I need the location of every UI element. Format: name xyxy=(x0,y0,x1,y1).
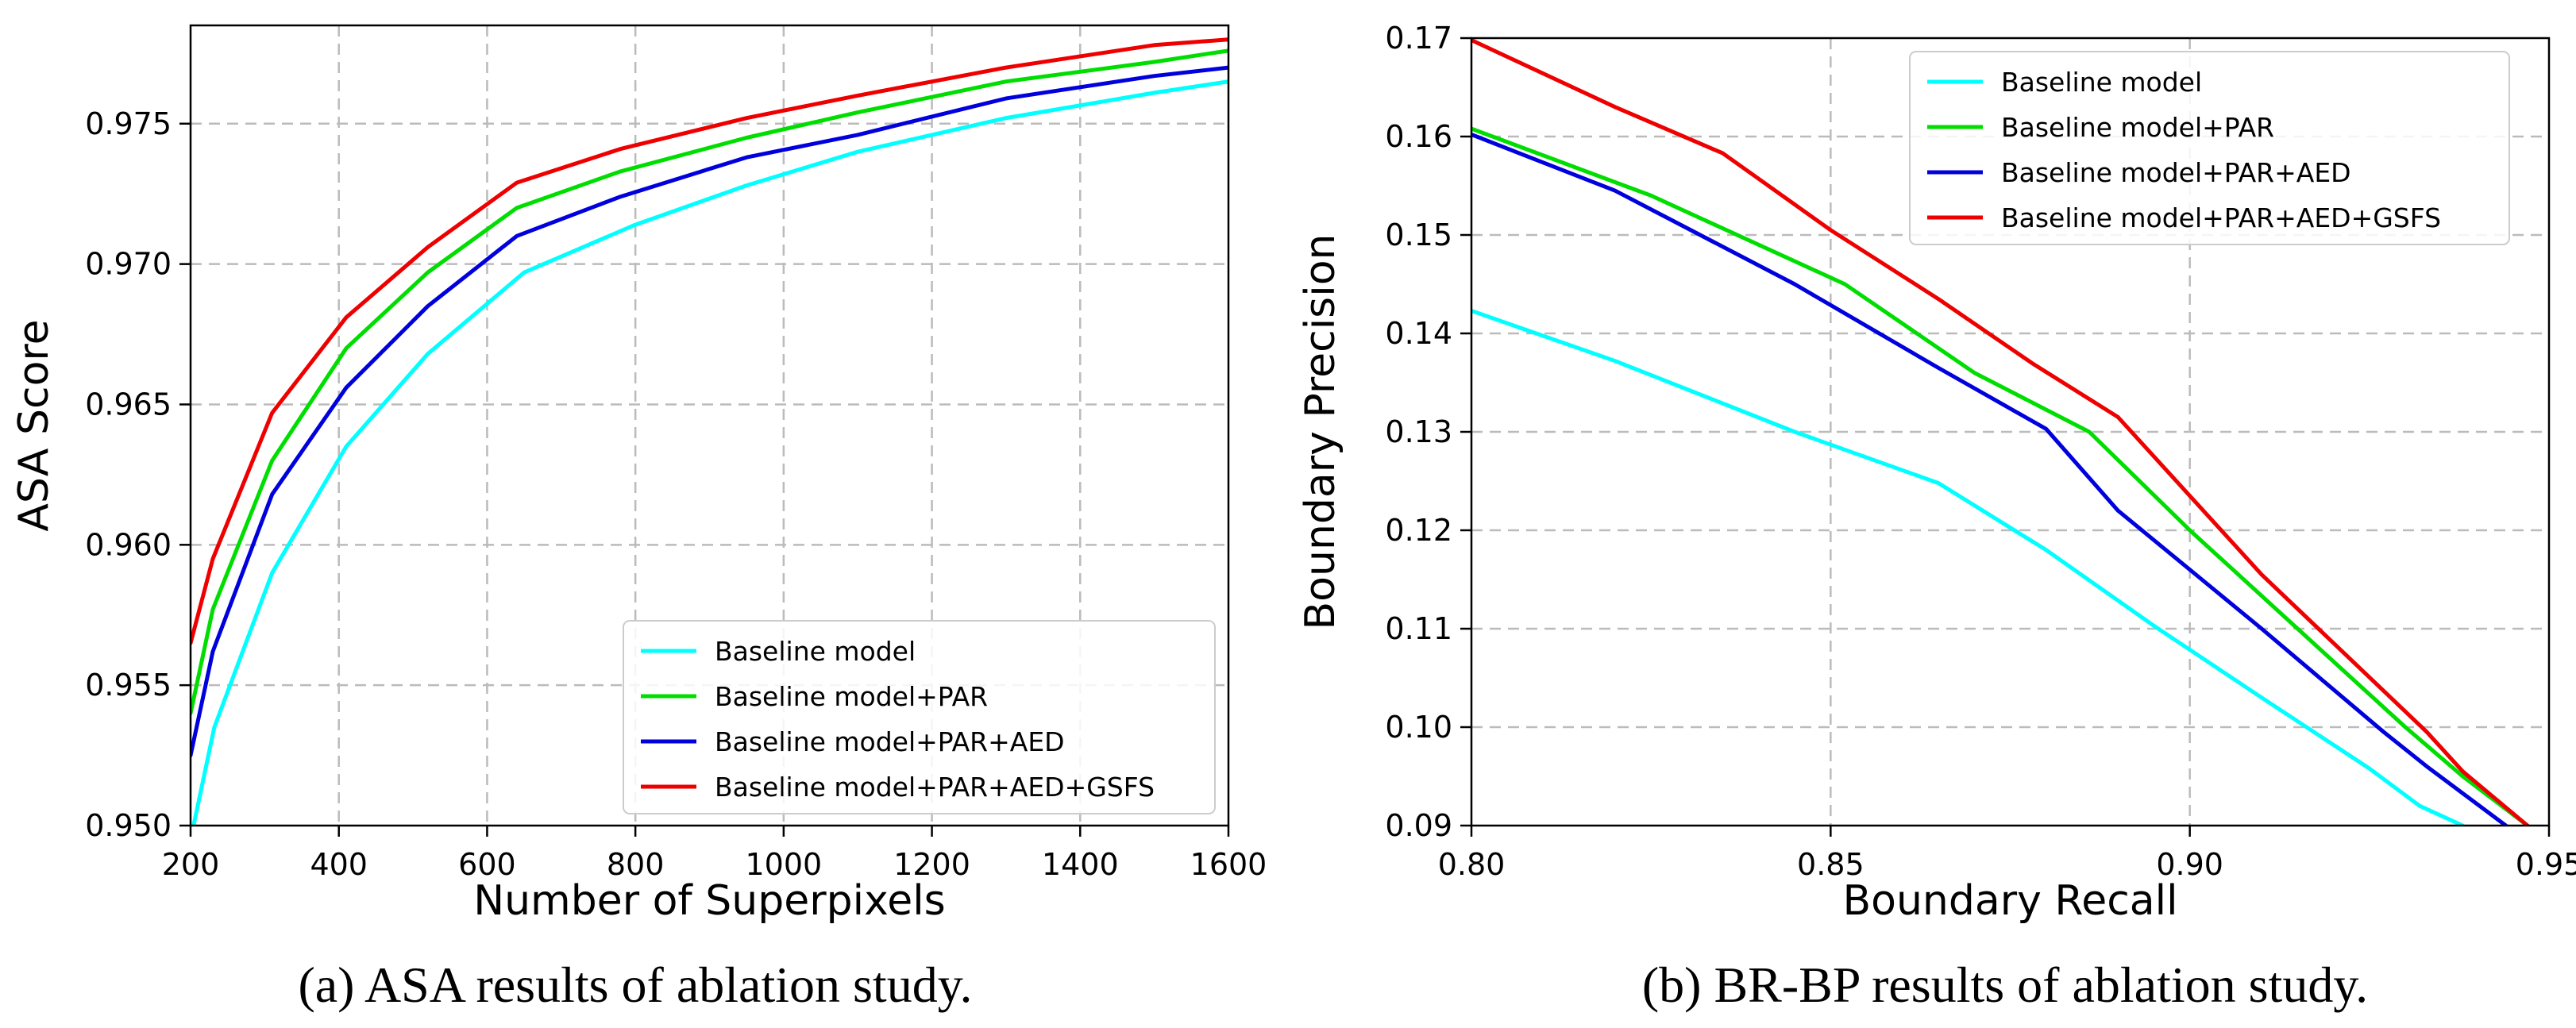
asa-x-tick-label: 1000 xyxy=(745,847,822,882)
brbp-x-axis-label: Boundary Recall xyxy=(1842,877,2177,925)
brbp-legend-label: Baseline model+PAR+AED+GSFS xyxy=(2001,202,2441,233)
asa-series-line-par_aed xyxy=(191,65,1228,758)
asa-x-tick-label: 1400 xyxy=(1042,847,1119,882)
brbp-legend-label: Baseline model+PAR+AED xyxy=(2001,157,2351,188)
asa-y-axis-label: ASA Score xyxy=(10,319,58,531)
brbp-y-tick-label: 0.09 xyxy=(1385,808,1452,843)
brbp-legend-box xyxy=(1909,51,2510,245)
brbp-y-tick-label: 0.17 xyxy=(1385,21,1452,56)
asa-series-line-par_aed_gsfs xyxy=(191,37,1228,645)
asa-legend-label: Baseline model+PAR xyxy=(715,681,988,712)
asa-x-tick-label: 200 xyxy=(162,847,220,882)
asa-y-tick-label: 0.975 xyxy=(85,106,172,141)
asa-series-group xyxy=(191,37,1228,826)
asa-axes-frame xyxy=(189,24,1230,827)
brbp-series-line-baseline xyxy=(1471,309,2465,826)
brbp-series-group xyxy=(1471,38,2530,826)
asa-x-tick-label: 1600 xyxy=(1190,847,1267,882)
brbp-series-line-par_aed_gsfs xyxy=(1471,38,2530,826)
brbp-y-tick-label: 0.12 xyxy=(1385,513,1452,548)
asa-y-tick-label: 0.950 xyxy=(85,808,172,843)
asa-x-axis-label: Number of Superpixels xyxy=(473,877,946,925)
asa-y-tick-label: 0.955 xyxy=(85,668,172,703)
asa-series-line-par xyxy=(191,48,1228,715)
brbp-legend-label: Baseline model+PAR xyxy=(2001,112,2274,143)
brbp-y-tick-label: 0.14 xyxy=(1385,316,1452,351)
brbp-series-line-par_aed xyxy=(1471,133,2509,826)
asa-x-tick-label: 400 xyxy=(310,847,368,882)
brbp-caption: (b) BR-BP results of ablation study. xyxy=(1642,957,2368,1013)
asa-y-tick-label: 0.960 xyxy=(85,527,172,562)
asa-caption: (a) ASA results of ablation study. xyxy=(298,957,972,1013)
asa-y-tick-label: 0.965 xyxy=(85,387,172,422)
asa-x-tick-label: 800 xyxy=(607,847,665,882)
brbp-y-tick-label: 0.11 xyxy=(1385,611,1452,646)
brbp-legend-label: Baseline model xyxy=(2001,67,2202,98)
brbp-x-tick-label: 0.80 xyxy=(1438,847,1506,882)
brbp-y-tick-label: 0.15 xyxy=(1385,218,1452,252)
asa-legend-label: Baseline model+PAR+AED+GSFS xyxy=(715,772,1155,803)
asa-series-line-baseline xyxy=(191,79,1228,826)
brbp-y-tick-label: 0.16 xyxy=(1385,119,1452,154)
asa-legend-box xyxy=(623,620,1216,814)
brbp-y-axis-label: Boundary Precision xyxy=(1297,234,1344,630)
asa-x-tick-label: 600 xyxy=(458,847,516,882)
brbp-x-tick-label: 0.85 xyxy=(1797,847,1865,882)
brbp-x-tick-label: 0.90 xyxy=(2156,847,2223,882)
asa-legend: Baseline model Baseline model+PAR Baseline… xyxy=(623,620,1216,814)
asa-legend-label: Baseline model xyxy=(715,636,916,667)
asa-y-tick-label: 0.970 xyxy=(85,247,172,282)
brbp-y-tick-label: 0.13 xyxy=(1385,414,1452,449)
brbp-y-tick-label: 0.10 xyxy=(1385,710,1452,745)
asa-legend-label: Baseline model+PAR+AED xyxy=(715,726,1065,757)
brbp-x-tick-label: 0.95 xyxy=(2516,847,2576,882)
asa-chart: 200 400 600 800 1000 1200 1400 1600 0.950 0.955 0.… xyxy=(10,24,1267,1013)
brbp-series-line-par xyxy=(1471,126,2530,826)
brbp-chart: 0.80 0.85 0.90 0.95 0.09 0.10 0.11 0.12 0.13 0.14… xyxy=(1297,21,2576,1013)
brbp-legend: Baseline model Baseline model+PAR Baseline… xyxy=(1909,51,2510,245)
asa-x-tick-label: 1200 xyxy=(893,847,970,882)
